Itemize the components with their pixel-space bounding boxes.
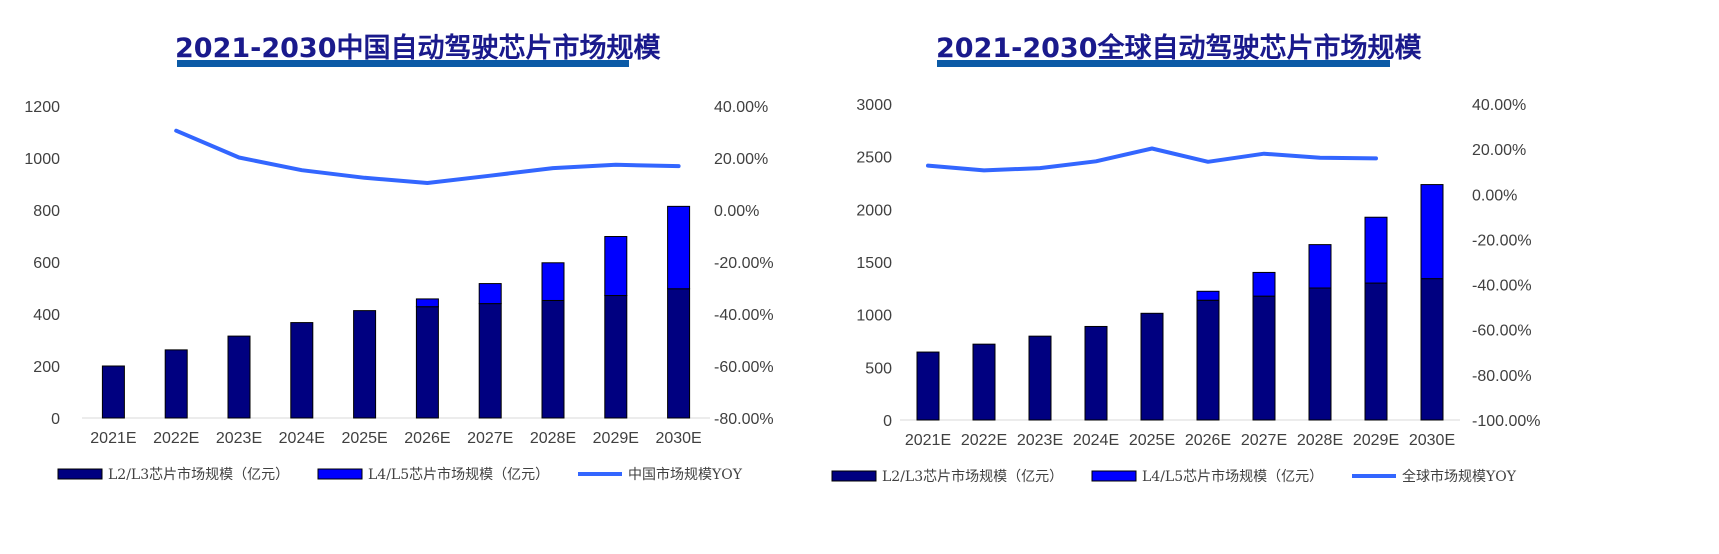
bar-l2l3 <box>101 365 125 419</box>
y-right-tick-label: 0.00% <box>1472 187 1517 204</box>
bar-l4l5 <box>1308 244 1332 289</box>
bar-l4l5 <box>604 236 628 297</box>
yoy-line <box>926 146 1378 173</box>
y-right-tick-label: -60.00% <box>1472 323 1532 340</box>
bar-l2l3 <box>667 288 691 419</box>
y-left-tick-label: 600 <box>33 255 60 272</box>
legend-swatch-l4l5 <box>317 468 363 480</box>
legend-label: 全球市场规模YOY <box>1402 468 1517 485</box>
legend-label: L2/L3芯片市场规模（亿元） <box>882 468 1063 485</box>
bar-l4l5 <box>1196 290 1220 301</box>
title-underline <box>177 60 629 67</box>
legend-label: 中国市场规模YOY <box>628 466 743 483</box>
bar-l2l3 <box>604 295 628 419</box>
bar-l2l3 <box>916 351 940 421</box>
legend-label: L4/L5芯片市场规模（亿元） <box>1142 468 1323 485</box>
title-underline <box>937 60 1390 67</box>
bar-l2l3 <box>290 322 314 419</box>
bar-l2l3 <box>227 335 251 419</box>
legend-label: L2/L3芯片市场规模（亿元） <box>108 466 289 483</box>
bar-l2l3 <box>541 299 565 419</box>
bar-l2l3 <box>415 306 439 419</box>
y-left-tick-label: 2500 <box>856 150 892 167</box>
x-tick-label: 2027E <box>467 430 513 447</box>
x-tick-label: 2028E <box>530 430 576 447</box>
legend-swatch-l2l3 <box>831 470 877 482</box>
bar-l4l5 <box>541 262 565 301</box>
x-tick-label: 2024E <box>1073 432 1119 449</box>
y-left-tick-label: 400 <box>33 307 60 324</box>
x-tick-label: 2026E <box>404 430 450 447</box>
bar-l4l5 <box>1364 216 1388 284</box>
x-tick-label: 2021E <box>905 432 951 449</box>
legend-swatch-l4l5 <box>1091 470 1137 482</box>
bar-l4l5 <box>478 283 502 305</box>
y-right-tick-label: -80.00% <box>1472 368 1532 385</box>
bar-l4l5 <box>1252 271 1276 297</box>
china-chart-svg: 0 200 400 600 800 1000 1200 -80.00% -60.00% -40.0… <box>24 99 774 483</box>
x-tick-label: 2022E <box>153 430 199 447</box>
yoy-line <box>174 128 681 185</box>
y-right-tick-label: -80.00% <box>714 411 774 428</box>
y-left-tick-label: 1000 <box>856 308 892 325</box>
y-left-tick-label: 3000 <box>856 97 892 114</box>
y-right-tick-label: -20.00% <box>1472 232 1532 249</box>
chart-title: 2021-2030全球自动驾驶芯片市场规模 <box>936 33 1422 64</box>
bar-l2l3 <box>1196 299 1220 421</box>
y-right-tick-label: 40.00% <box>714 99 768 116</box>
legend-swatch-l2l3 <box>57 468 103 480</box>
y-right-tick-label: -100.00% <box>1472 413 1541 430</box>
bar-l2l3 <box>1028 335 1052 421</box>
x-tick-label: 2027E <box>1241 432 1287 449</box>
x-tick-label: 2025E <box>1129 432 1175 449</box>
bar-l2l3 <box>1084 325 1108 421</box>
y-left-tick-label: 800 <box>33 203 60 220</box>
bar-l4l5 <box>1420 184 1444 280</box>
y-left-tick-label: 1500 <box>856 255 892 272</box>
bar-l2l3 <box>1140 312 1164 421</box>
y-right-tick-label: 20.00% <box>1472 142 1526 159</box>
chart-title: 2021-2030中国自动驾驶芯片市场规模 <box>175 33 661 64</box>
bar-l2l3 <box>1252 295 1276 421</box>
y-right-tick-label: 40.00% <box>1472 97 1526 114</box>
x-tick-label: 2028E <box>1297 432 1343 449</box>
x-tick-label: 2021E <box>90 430 136 447</box>
x-tick-label: 2029E <box>593 430 639 447</box>
y-right-tick-label: -60.00% <box>714 359 774 376</box>
bar-l2l3 <box>1364 282 1388 421</box>
global-chart-svg: 0 500 1000 1500 2000 2500 3000 -100.00% -80.00% -… <box>831 97 1541 485</box>
bar-l2l3 <box>478 303 502 419</box>
bar-l2l3 <box>972 343 996 421</box>
y-right-tick-label: -40.00% <box>1472 278 1532 295</box>
bar-l2l3 <box>164 349 188 419</box>
x-tick-label: 2022E <box>961 432 1007 449</box>
x-tick-label: 2029E <box>1353 432 1399 449</box>
global-chart-panel: 2021-2030全球自动驾驶芯片市场规模 0 500 1000 1500 2000 25… <box>831 0 1710 554</box>
y-left-tick-label: 2000 <box>856 202 892 219</box>
x-tick-label: 2023E <box>1017 432 1063 449</box>
x-tick-label: 2023E <box>216 430 262 447</box>
y-right-tick-label: -20.00% <box>714 255 774 272</box>
bar-l4l5 <box>667 205 691 290</box>
x-tick-label: 2030E <box>655 430 701 447</box>
y-left-tick-label: 500 <box>865 360 892 377</box>
y-left-tick-label: 1200 <box>24 99 60 116</box>
y-left-tick-label: 0 <box>51 411 60 428</box>
x-tick-label: 2024E <box>279 430 325 447</box>
bar-l2l3 <box>353 310 377 419</box>
china-chart-panel: 2021-2030中国自动驾驶芯片市场规模 0 200 400 600 800 1000 1… <box>0 0 850 554</box>
bar-l2l3 <box>1308 287 1332 421</box>
legend-label: L4/L5芯片市场规模（亿元） <box>368 466 549 483</box>
y-right-tick-label: 20.00% <box>714 151 768 168</box>
y-right-tick-label: 0.00% <box>714 203 759 220</box>
x-tick-label: 2025E <box>341 430 387 447</box>
y-right-tick-label: -40.00% <box>714 307 774 324</box>
bar-l2l3 <box>1420 278 1444 421</box>
y-left-tick-label: 200 <box>33 359 60 376</box>
x-tick-label: 2030E <box>1409 432 1455 449</box>
bar-l4l5 <box>415 298 439 308</box>
y-left-tick-label: 0 <box>883 413 892 430</box>
x-tick-label: 2026E <box>1185 432 1231 449</box>
y-left-tick-label: 1000 <box>24 151 60 168</box>
